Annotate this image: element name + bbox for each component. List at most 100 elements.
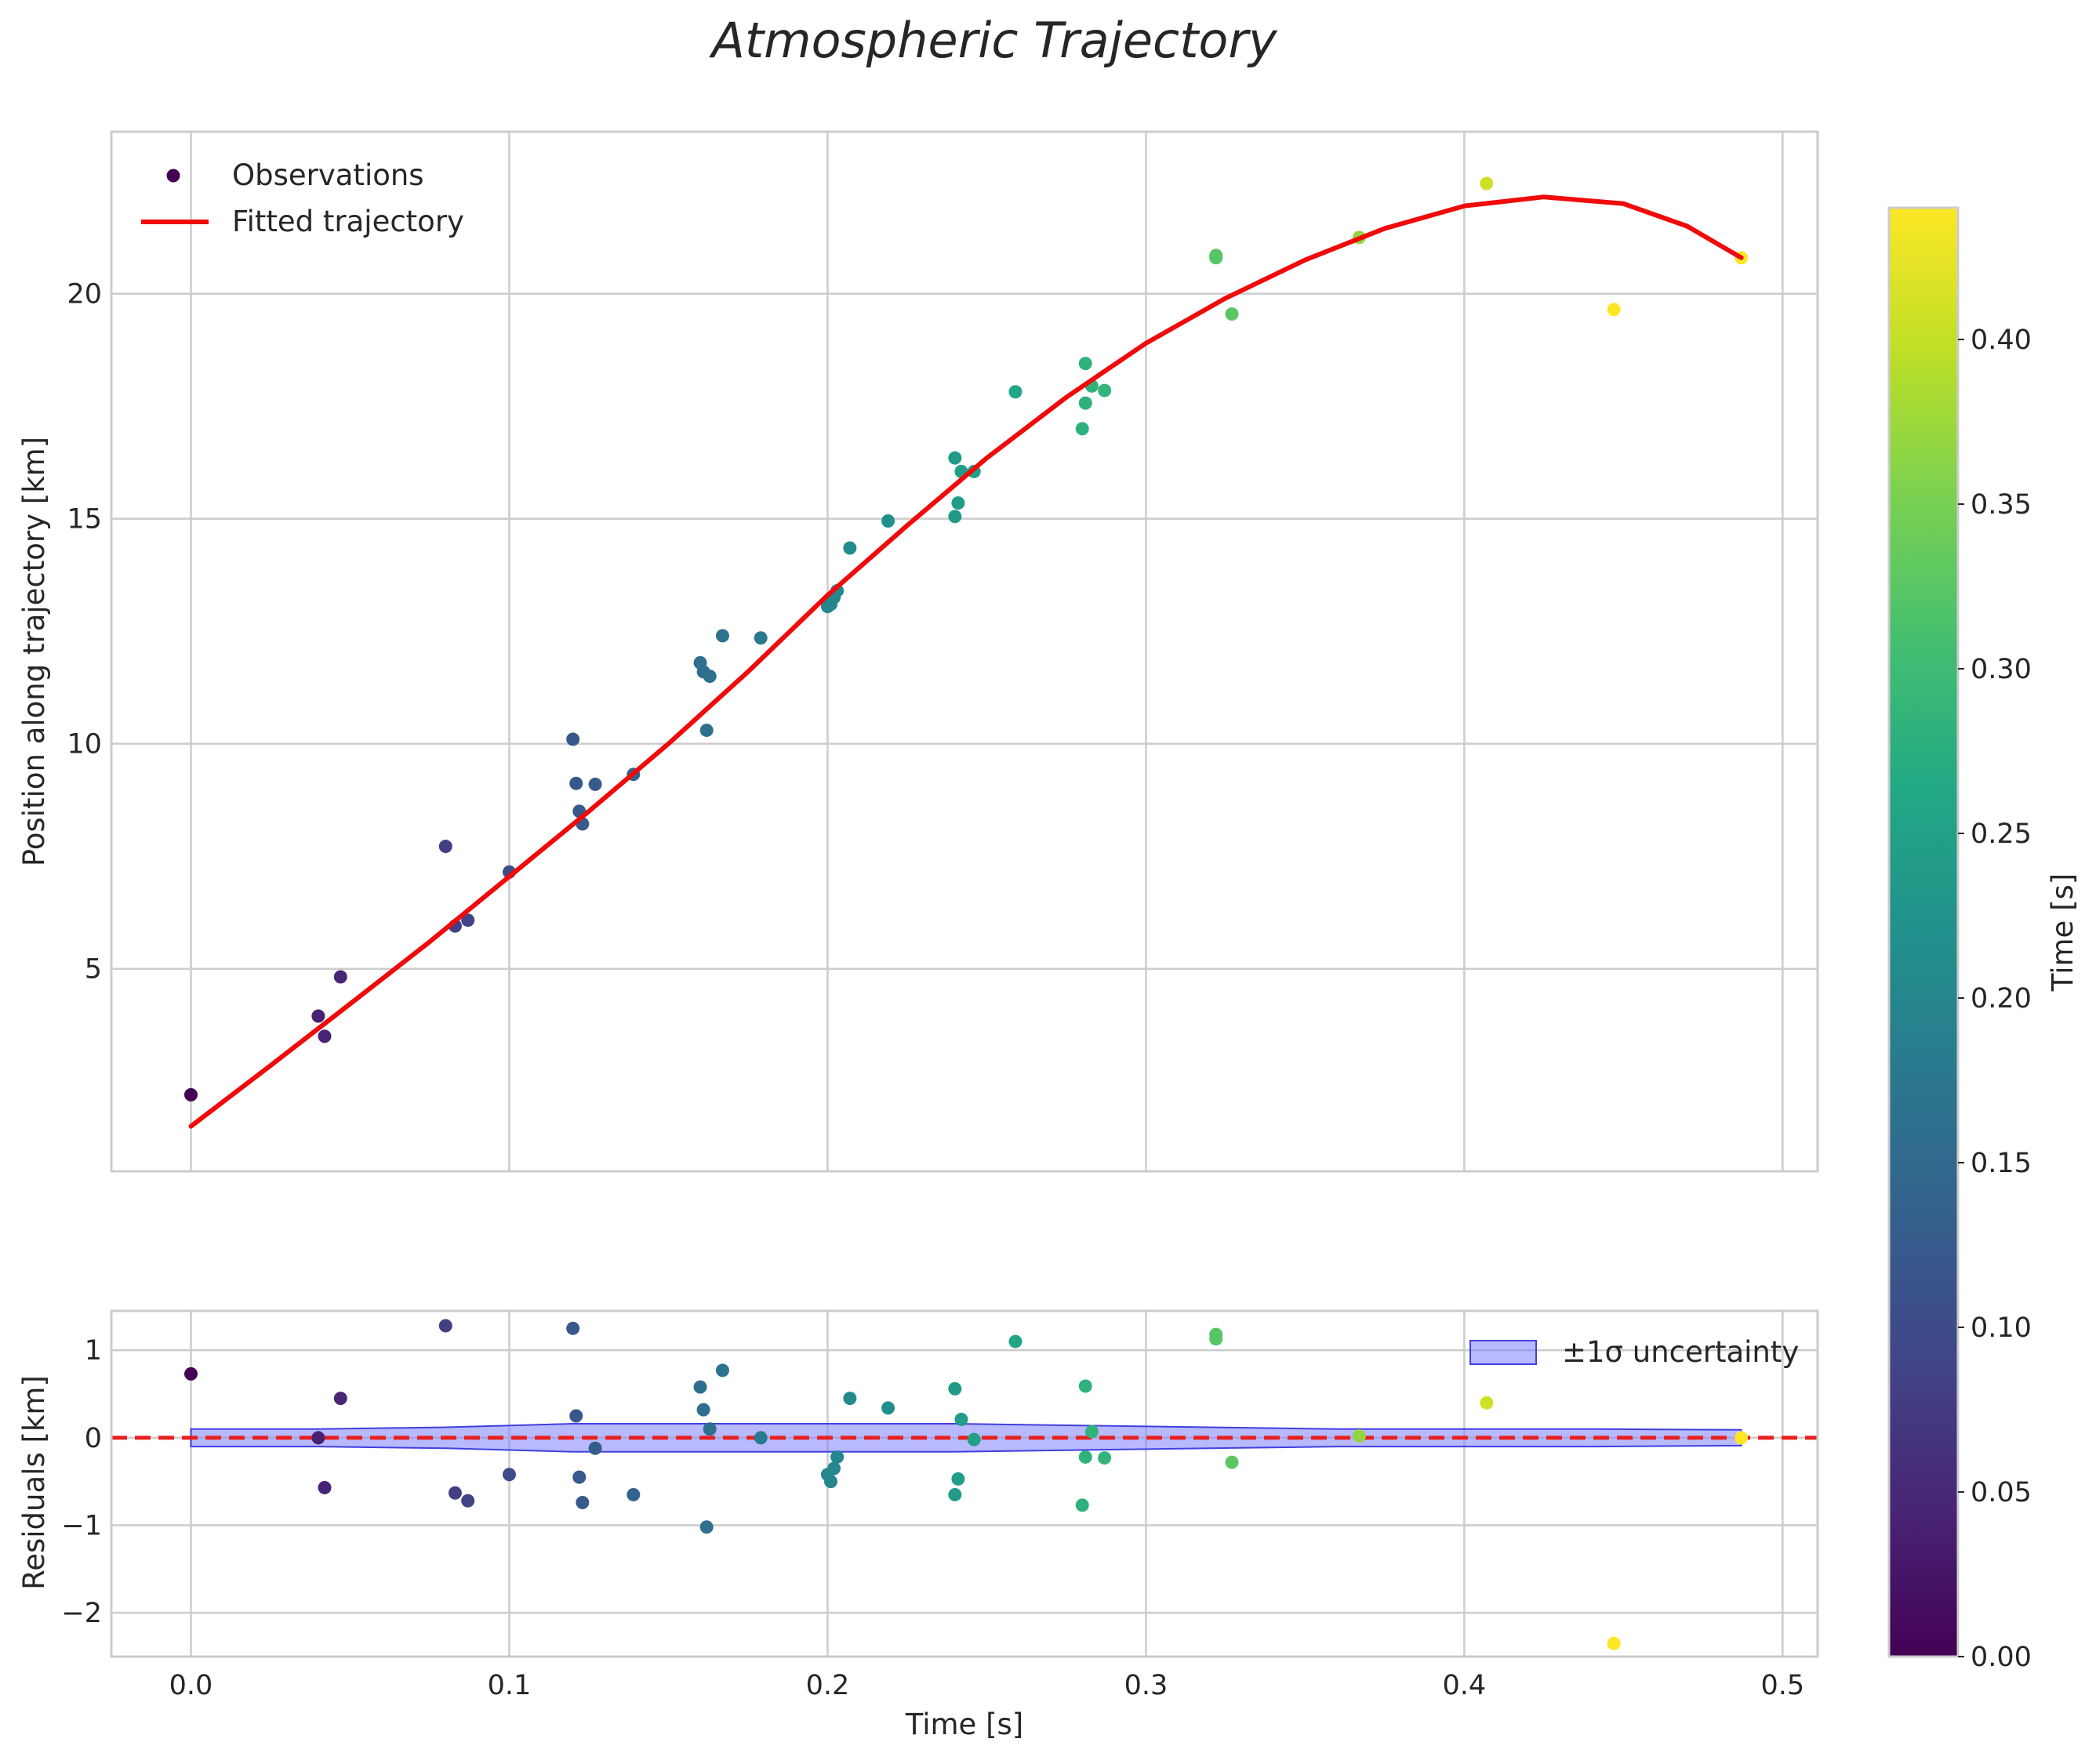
observation-point bbox=[1225, 307, 1239, 321]
observation-point bbox=[461, 913, 475, 927]
colorbar-tick-label: 0.25 bbox=[1971, 818, 2032, 850]
residual-point bbox=[311, 1431, 325, 1445]
colorbar-tick-label: 0.30 bbox=[1971, 654, 2032, 685]
colorbar-tick-label: 0.05 bbox=[1971, 1477, 2032, 1508]
colorbar-tick-labels: 0.00 0.05 0.10 0.15 0.20 0.25 0.30 0.35 0.40 bbox=[1958, 325, 2032, 1673]
residual-point bbox=[1225, 1455, 1239, 1469]
observation-points bbox=[183, 176, 1749, 1102]
top-y-tick-label: 5 bbox=[85, 954, 102, 985]
residual-point bbox=[1607, 1636, 1621, 1650]
colorbar-tick-label: 0.35 bbox=[1971, 489, 2032, 521]
residual-point bbox=[1078, 1450, 1092, 1464]
residual-point bbox=[1352, 1429, 1366, 1443]
residual-point bbox=[693, 1380, 707, 1394]
observation-point bbox=[311, 1009, 325, 1023]
residual-point bbox=[696, 1403, 710, 1417]
observation-point bbox=[438, 840, 452, 854]
observation-point bbox=[715, 629, 729, 643]
observation-point bbox=[948, 510, 962, 524]
legend-uncertainty-swatch bbox=[1469, 1340, 1537, 1365]
bottom-y-axis-label: Residuals [km] bbox=[17, 1375, 51, 1590]
residual-point bbox=[951, 1472, 965, 1486]
residual-point bbox=[967, 1432, 981, 1446]
x-tick-label: 0.4 bbox=[1443, 1670, 1487, 1701]
top-panel-frame bbox=[110, 130, 1819, 1173]
top-panel: 5 10 15 20 Position along trajectory [km] O… bbox=[17, 130, 1819, 1173]
observation-point bbox=[1078, 357, 1092, 371]
x-tick-label: 0.5 bbox=[1761, 1670, 1805, 1701]
residual-point bbox=[1078, 1379, 1092, 1393]
residual-point bbox=[576, 1496, 590, 1510]
colorbar-tick-label: 0.40 bbox=[1971, 325, 2032, 356]
residual-point bbox=[448, 1486, 462, 1500]
observation-point bbox=[881, 514, 895, 528]
bottom-panel: −2 −1 0 1 0.0 0.1 0.2 0.3 0.4 0.5 Residuals [km]… bbox=[17, 1309, 1819, 1741]
residual-point bbox=[627, 1487, 641, 1501]
observation-point bbox=[569, 776, 583, 790]
bottom-y-tick-labels: −2 −1 0 1 bbox=[61, 1335, 102, 1629]
residual-point bbox=[502, 1468, 516, 1482]
residual-point bbox=[1084, 1425, 1099, 1439]
observation-point bbox=[1480, 176, 1494, 191]
observation-point bbox=[948, 451, 962, 465]
residual-point bbox=[823, 1475, 837, 1489]
residual-point bbox=[1209, 1327, 1223, 1341]
observation-point bbox=[1607, 303, 1621, 317]
observation-point bbox=[699, 723, 714, 737]
colorbar-label: Time [s] bbox=[2046, 873, 2080, 992]
residual-point bbox=[715, 1363, 729, 1377]
residual-point bbox=[318, 1481, 332, 1495]
observation-point bbox=[183, 1087, 198, 1102]
colorbar-tick-label: 0.10 bbox=[1971, 1312, 2032, 1344]
residual-point bbox=[569, 1409, 583, 1423]
residual-point bbox=[438, 1319, 452, 1333]
residual-point bbox=[948, 1381, 962, 1396]
x-tick-label: 0.0 bbox=[169, 1670, 213, 1701]
observation-point bbox=[951, 496, 965, 510]
colorbar: 0.00 0.05 0.10 0.15 0.20 0.25 0.30 0.35 0.40 Tim… bbox=[1887, 206, 2080, 1673]
residual-point bbox=[572, 1470, 587, 1484]
observation-point bbox=[1078, 396, 1092, 410]
top-y-tick-label: 10 bbox=[67, 729, 102, 760]
residual-point bbox=[699, 1520, 714, 1534]
residual-point bbox=[1735, 1431, 1749, 1445]
legend-observations-label: Observations bbox=[232, 158, 424, 192]
observation-point bbox=[1098, 383, 1112, 397]
colorbar-tick-label: 0.15 bbox=[1971, 1148, 2032, 1179]
top-y-tick-labels: 5 10 15 20 bbox=[67, 279, 102, 985]
residual-point bbox=[1480, 1396, 1494, 1410]
residual-point bbox=[461, 1494, 475, 1508]
x-tick-labels: 0.0 0.1 0.2 0.3 0.4 0.5 bbox=[169, 1670, 1805, 1701]
residual-point bbox=[333, 1392, 347, 1406]
observation-point bbox=[1209, 249, 1223, 263]
x-tick-label: 0.1 bbox=[488, 1670, 532, 1701]
top-y-tick-label: 15 bbox=[67, 504, 102, 535]
residual-points bbox=[183, 1319, 1749, 1650]
observation-point bbox=[754, 631, 768, 645]
observation-point bbox=[1075, 422, 1089, 436]
observation-point bbox=[566, 732, 580, 746]
residual-point bbox=[843, 1392, 857, 1406]
observation-point bbox=[333, 970, 347, 984]
residual-point bbox=[703, 1422, 717, 1436]
residual-point bbox=[1008, 1334, 1023, 1348]
observation-point bbox=[318, 1029, 332, 1044]
x-tick-label: 0.2 bbox=[806, 1670, 850, 1701]
residual-point bbox=[588, 1441, 602, 1455]
top-legend: Observations Fitted trajectory bbox=[141, 158, 464, 238]
top-gridlines bbox=[111, 132, 1818, 1171]
residual-point bbox=[954, 1412, 968, 1426]
residual-point bbox=[827, 1461, 841, 1475]
x-tick-label: 0.3 bbox=[1124, 1670, 1168, 1701]
fitted-trajectory-line bbox=[188, 194, 1744, 1129]
residual-point bbox=[1098, 1451, 1112, 1465]
observation-point bbox=[588, 777, 602, 791]
residual-point bbox=[183, 1367, 198, 1381]
legend-fitted-trajectory-label: Fitted trajectory bbox=[232, 205, 464, 238]
chart-title: Atmospheric Trajectory bbox=[708, 12, 1277, 69]
bottom-panel-frame bbox=[110, 1309, 1819, 1658]
legend-observations-marker bbox=[166, 169, 180, 183]
bottom-y-tick-label: 1 bbox=[85, 1335, 102, 1367]
